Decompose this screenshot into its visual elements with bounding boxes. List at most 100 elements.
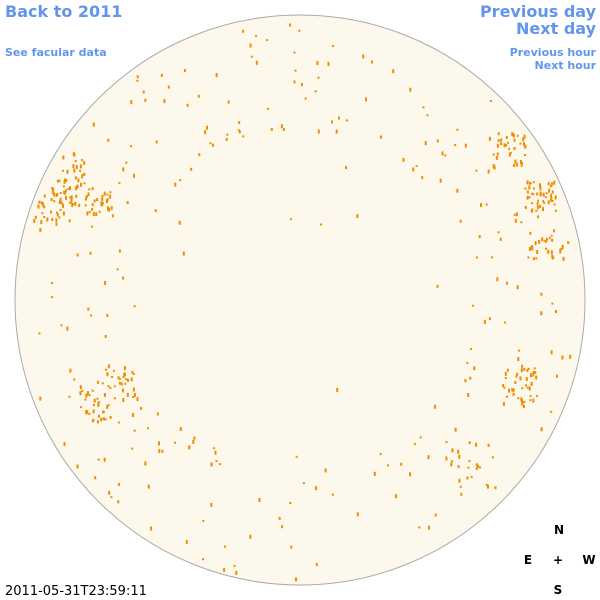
facula <box>556 374 558 378</box>
facula <box>289 502 292 504</box>
facula <box>487 169 490 174</box>
facula <box>553 203 556 206</box>
facula <box>61 169 64 172</box>
facula <box>445 441 448 444</box>
facula <box>117 500 120 504</box>
facula <box>534 241 537 246</box>
facula <box>131 447 134 450</box>
facula <box>242 135 245 138</box>
facula <box>523 142 525 147</box>
facula <box>97 380 99 384</box>
facula <box>419 436 422 439</box>
facula <box>136 79 139 82</box>
facula <box>88 188 91 191</box>
facular-link[interactable]: See facular data <box>5 46 107 59</box>
facula <box>506 368 509 372</box>
facula <box>409 87 412 92</box>
facula <box>118 182 121 185</box>
facula <box>174 441 176 444</box>
facula <box>133 305 136 308</box>
facula <box>532 187 535 190</box>
facula <box>295 577 297 582</box>
facula <box>51 187 53 190</box>
facula <box>516 285 519 290</box>
facula <box>266 39 269 42</box>
facula <box>150 526 153 531</box>
facula <box>529 231 532 235</box>
facula <box>524 154 526 156</box>
facula <box>111 376 113 378</box>
facula <box>506 141 509 144</box>
facula <box>209 142 212 145</box>
facula <box>110 496 113 499</box>
facula <box>198 153 201 157</box>
facula <box>491 456 494 459</box>
facula <box>534 371 537 374</box>
facula <box>178 220 181 225</box>
facula <box>92 409 95 414</box>
facula <box>92 418 95 421</box>
facula <box>96 397 99 400</box>
facula <box>459 485 462 488</box>
facula <box>550 234 553 237</box>
facula <box>116 268 119 271</box>
next-day-link[interactable]: Next day <box>516 19 597 38</box>
facula <box>543 239 546 242</box>
facula <box>101 202 104 204</box>
previous-day-link[interactable]: Previous day <box>480 2 597 21</box>
facula <box>540 311 543 316</box>
next-hour-link[interactable]: Next hour <box>535 59 597 72</box>
facula <box>526 190 529 194</box>
facula <box>132 413 135 417</box>
facula <box>160 73 163 77</box>
facula <box>535 395 538 397</box>
facula <box>43 216 46 218</box>
facula <box>158 449 161 454</box>
facula <box>488 136 491 141</box>
facula <box>445 456 448 461</box>
facula <box>72 203 75 206</box>
facula <box>530 373 532 378</box>
facula <box>227 100 230 104</box>
facula <box>525 384 527 387</box>
facula <box>365 97 367 102</box>
facula <box>95 212 98 217</box>
facula <box>531 192 534 195</box>
facula <box>524 144 527 149</box>
facula <box>477 464 479 468</box>
facula <box>51 296 54 299</box>
facula <box>324 468 327 473</box>
facula <box>182 251 185 256</box>
facula <box>543 201 546 204</box>
facula <box>496 277 499 282</box>
facula <box>487 484 489 489</box>
facula <box>497 132 500 136</box>
facula <box>163 99 166 104</box>
facula <box>104 335 107 338</box>
facula <box>550 196 553 201</box>
facula <box>522 137 525 142</box>
facula <box>75 165 78 170</box>
facula <box>226 133 229 136</box>
facula <box>317 76 320 79</box>
facula <box>282 127 285 131</box>
back-link[interactable]: Back to 2011 <box>5 2 122 21</box>
facula <box>255 35 258 38</box>
facula <box>345 166 347 170</box>
facula <box>387 464 389 467</box>
facula <box>512 388 515 393</box>
facula <box>467 466 470 469</box>
facula <box>132 372 135 375</box>
facula <box>97 401 100 405</box>
facula <box>136 397 139 402</box>
facula <box>526 195 529 200</box>
facula <box>512 393 515 396</box>
facula <box>85 410 88 415</box>
facula <box>107 385 110 388</box>
facula <box>530 381 533 386</box>
facula <box>62 203 64 208</box>
facula <box>554 209 557 212</box>
previous-hour-link[interactable]: Previous hour <box>510 46 597 59</box>
facula <box>505 135 508 139</box>
facula <box>192 439 195 444</box>
